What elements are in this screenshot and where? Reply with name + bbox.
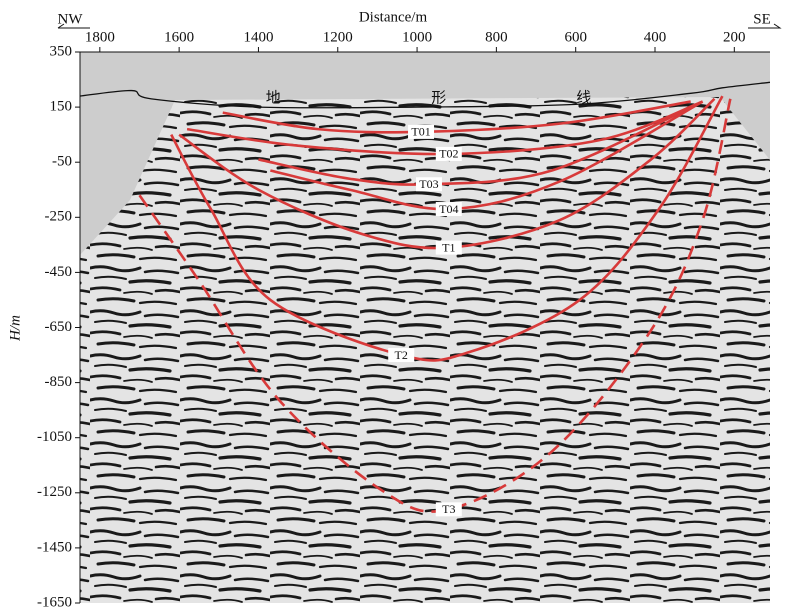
horizon-label-box (435, 202, 462, 217)
nw-arrow (57, 23, 90, 29)
x-tick-label: 400 (644, 29, 667, 45)
horizon-label-box (435, 502, 462, 517)
horizon-line (258, 100, 704, 186)
horizon-label: T04 (439, 202, 458, 216)
seismic-image (80, 97, 770, 603)
horizon-label-box (408, 124, 435, 139)
y-tick-label: -50 (52, 154, 72, 170)
horizon-label-box (415, 177, 442, 192)
x-tick-label: 1400 (243, 29, 273, 45)
y-tick-label: 150 (50, 99, 73, 115)
x-tick-label: 1000 (402, 29, 432, 45)
horizon-label: T2 (395, 348, 408, 362)
horizon-label-box (435, 240, 462, 255)
nw-label: NW (58, 11, 84, 27)
surface-annotation: 线 (576, 90, 591, 107)
y-axis-title: H/m (7, 315, 23, 342)
y-tick-label: -1050 (37, 429, 72, 445)
x-axis-title: Distance/m (359, 9, 428, 25)
y-tick-label: -650 (45, 319, 73, 335)
se-label: SE (753, 11, 771, 27)
x-tick-label: 1800 (85, 29, 115, 45)
horizon-label-box (435, 146, 462, 161)
surface-annotation: 形 (431, 90, 446, 107)
se-arrow (748, 23, 782, 29)
y-tick-label: -1450 (37, 539, 72, 555)
surface-line (80, 81, 770, 109)
y-tick-label: -850 (45, 374, 73, 390)
horizon-label: T01 (411, 125, 430, 139)
surface-annotation: 地 (266, 90, 281, 107)
y-tick-label: 350 (50, 43, 73, 59)
horizon-label: T03 (419, 177, 438, 191)
horizon-line (170, 95, 724, 362)
horizon-label-box (388, 348, 415, 363)
y-tick-label: -1250 (37, 484, 72, 500)
y-tick-label: -250 (45, 209, 73, 225)
x-tick-label: 1600 (164, 29, 194, 45)
x-tick-label: 200 (723, 29, 746, 45)
horizon-label: T3 (442, 502, 455, 516)
y-tick-label: -1650 (37, 594, 72, 610)
x-tick-label: 1200 (323, 29, 353, 45)
x-tick-label: 600 (564, 29, 587, 45)
horizon-label: T1 (442, 240, 455, 254)
horizon-label: T02 (439, 147, 458, 161)
x-tick-label: 800 (485, 29, 508, 45)
y-tick-label: -450 (45, 264, 73, 280)
